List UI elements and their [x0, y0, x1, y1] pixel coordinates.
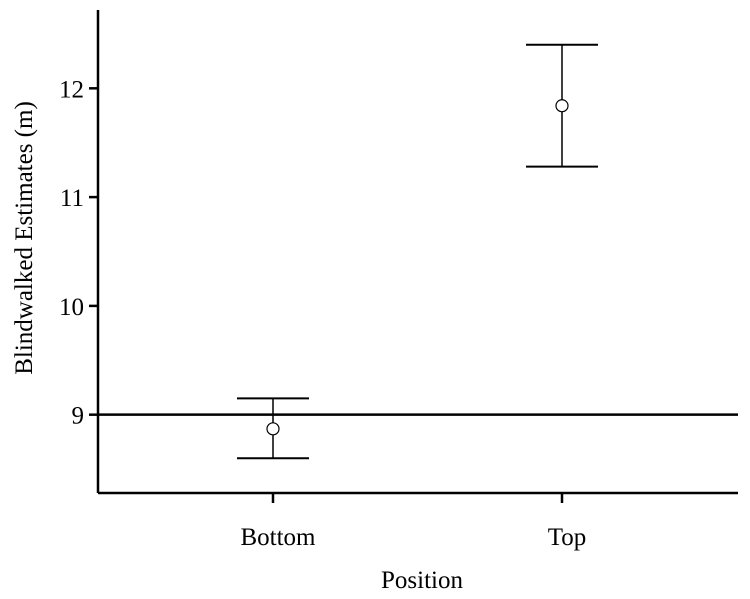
error-bars — [237, 43, 598, 460]
mean-point — [266, 422, 280, 436]
y-tick-label: 11 — [60, 185, 84, 212]
mean-points — [266, 99, 569, 436]
plot-area: 9 10 11 12 Bottom Top — [59, 10, 738, 551]
x-tick-label: Top — [548, 524, 587, 551]
x-ticks: Bottom Top — [240, 493, 586, 551]
y-axis-title: Blindwalked Estimates (m) — [11, 101, 38, 375]
y-ticks: 9 10 11 12 — [59, 76, 98, 430]
y-tick-label: 10 — [59, 294, 84, 321]
mean-point — [555, 99, 569, 113]
x-axis-title: Position — [381, 567, 463, 594]
y-tick-label: 12 — [59, 76, 84, 103]
x-tick-label: Bottom — [240, 524, 316, 551]
y-tick-label: 9 — [72, 403, 85, 430]
